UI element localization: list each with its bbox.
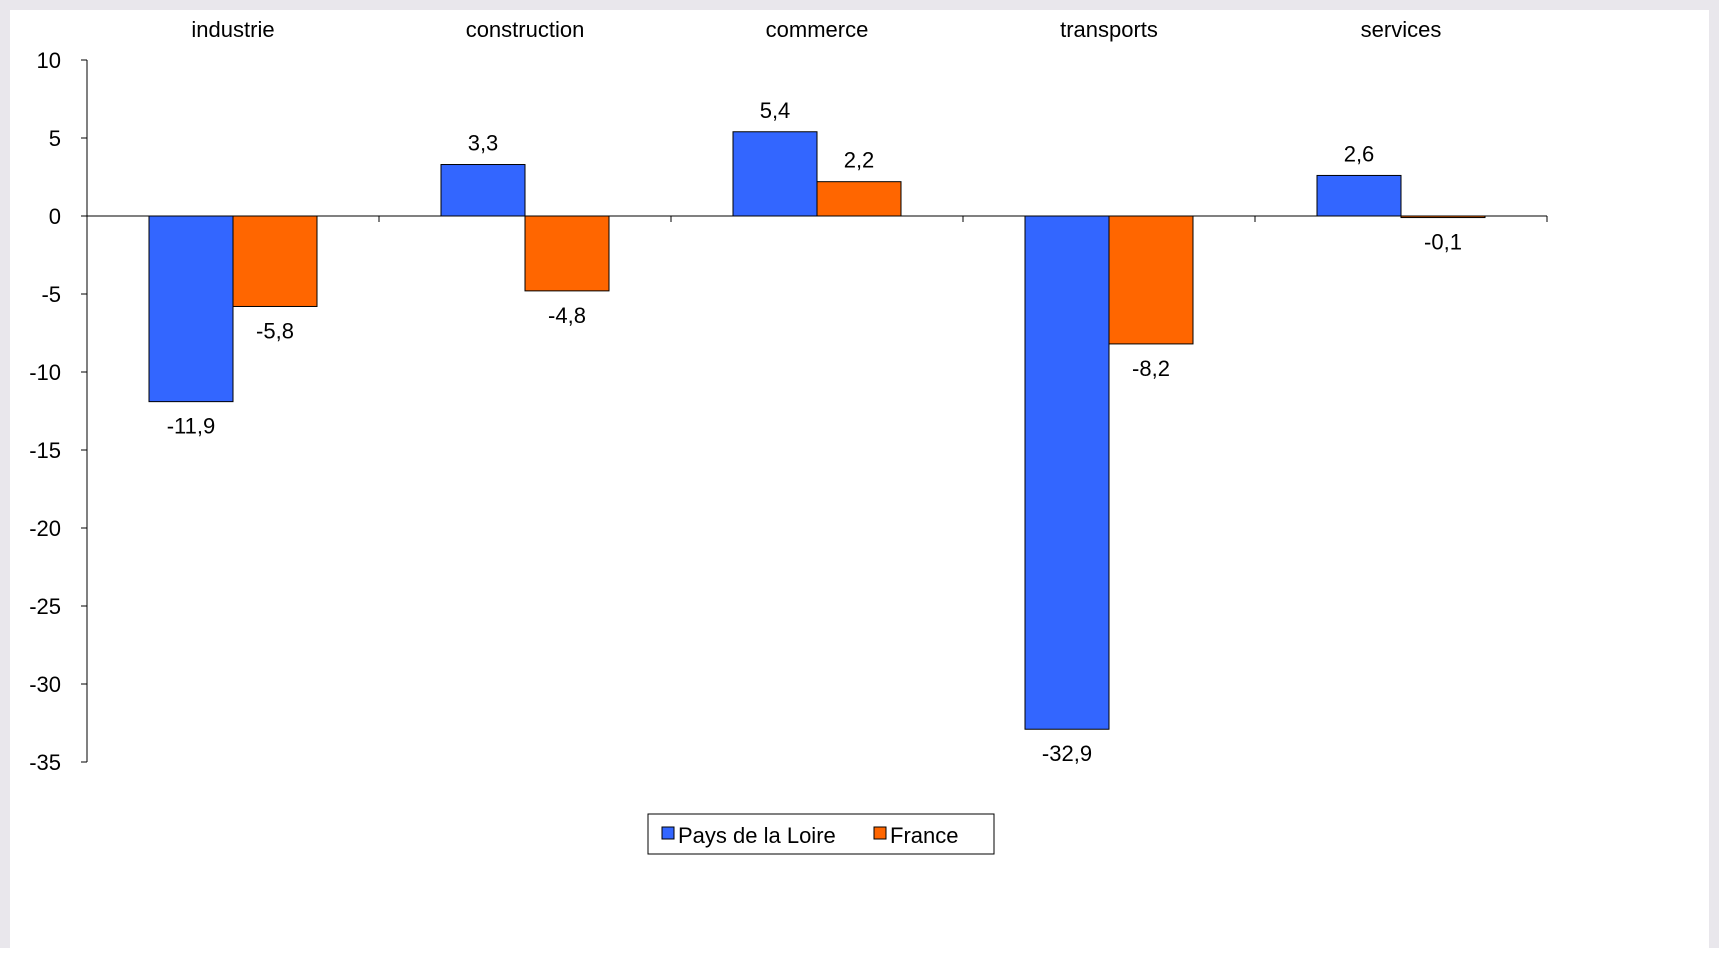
category-label: industrie xyxy=(191,17,274,42)
category-labels: industrie construction commerce transports s… xyxy=(191,17,1441,42)
y-axis: 10 5 0 -5 -10 -15 -20 -25 -30 -35 xyxy=(29,48,88,775)
category-label: construction xyxy=(466,17,585,42)
y-tick-label: -15 xyxy=(29,438,61,463)
data-label: 5,4 xyxy=(760,98,791,123)
bar xyxy=(1024,215,1110,730)
legend: Pays de la Loire France xyxy=(647,813,995,855)
y-tick-label: 5 xyxy=(49,126,61,151)
y-tick-label: -20 xyxy=(29,516,61,541)
bar-chart: 10 5 0 -5 -10 -15 -20 -25 -30 -35 industrie constr… xyxy=(29,17,1548,855)
category-label: transports xyxy=(1060,17,1158,42)
y-tick-label: 10 xyxy=(37,48,61,73)
data-label: -11,9 xyxy=(167,414,216,439)
bar xyxy=(816,181,902,217)
legend-label: Pays de la Loire xyxy=(678,823,836,848)
data-label: -5,8 xyxy=(256,318,294,343)
legend-swatch xyxy=(873,826,887,840)
category-label: commerce xyxy=(766,17,869,42)
data-label: -0,1 xyxy=(1424,230,1462,255)
bar xyxy=(1316,174,1402,217)
data-label: -32,9 xyxy=(1042,741,1092,766)
legend-swatch xyxy=(661,826,675,840)
bar xyxy=(148,215,234,403)
bar xyxy=(524,215,610,292)
data-label: -4,8 xyxy=(548,303,586,328)
category-label: services xyxy=(1361,17,1442,42)
y-tick-label: -35 xyxy=(29,750,61,775)
y-tick-label: -30 xyxy=(29,672,61,697)
bar xyxy=(440,164,526,217)
chart-panel: 10 5 0 -5 -10 -15 -20 -25 -30 -35 industrie constr… xyxy=(10,10,1709,948)
y-tick-label: -5 xyxy=(41,282,61,307)
y-tick-label: 0 xyxy=(49,204,61,229)
data-labels: -11,9 -5,8 3,3 -4,8 5,4 2,2 -32,9 -8,2 2,6 -0,1 xyxy=(167,98,1462,766)
data-label: 2,6 xyxy=(1344,141,1375,166)
bars xyxy=(148,131,1486,730)
legend-label: France xyxy=(890,823,958,848)
bar xyxy=(732,131,818,217)
bar xyxy=(232,215,318,307)
y-tick-label: -25 xyxy=(29,594,61,619)
bar xyxy=(1400,215,1486,219)
data-label: 3,3 xyxy=(468,131,499,156)
data-label: 2,2 xyxy=(844,148,875,173)
legend-box xyxy=(647,813,995,855)
y-tick-label: -10 xyxy=(29,360,61,385)
bar xyxy=(1108,215,1194,345)
data-label: -8,2 xyxy=(1132,356,1170,381)
